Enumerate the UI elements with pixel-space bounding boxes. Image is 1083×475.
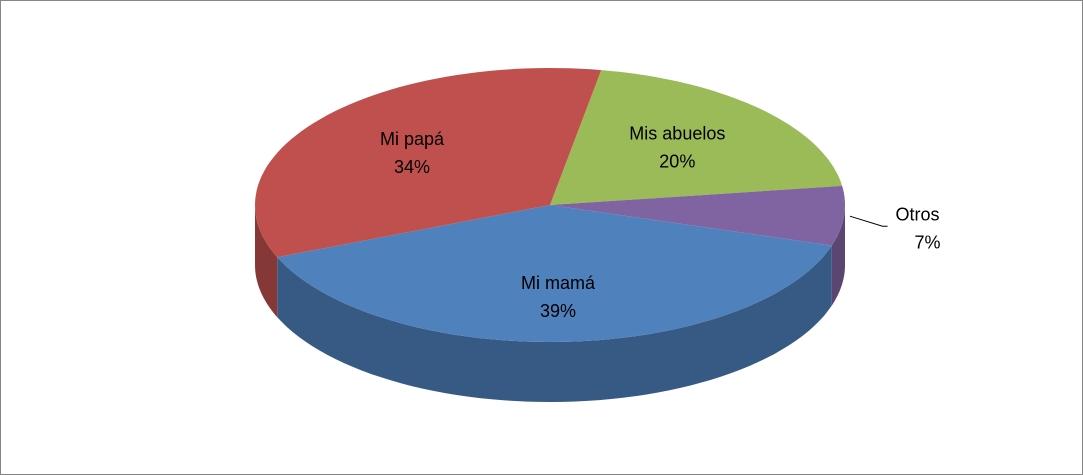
leader-line bbox=[849, 215, 888, 227]
slice-label: Mi mamá bbox=[521, 273, 596, 293]
slice-value-label: 7% bbox=[915, 232, 941, 252]
slice-label: Mis abuelos bbox=[629, 124, 725, 144]
pie-side bbox=[831, 205, 845, 306]
pie-slice bbox=[550, 70, 843, 205]
slice-value-label: 39% bbox=[540, 301, 576, 321]
pie-slice bbox=[277, 205, 832, 342]
pie-side bbox=[277, 245, 832, 402]
slice-value-label: 20% bbox=[659, 152, 695, 172]
pie-slice bbox=[255, 68, 602, 258]
slice-value-label: 34% bbox=[394, 157, 430, 177]
slice-label: Otros bbox=[896, 204, 940, 224]
pie-side bbox=[255, 205, 278, 318]
slice-label: Mi papá bbox=[380, 129, 445, 149]
pie-slice bbox=[550, 185, 845, 246]
